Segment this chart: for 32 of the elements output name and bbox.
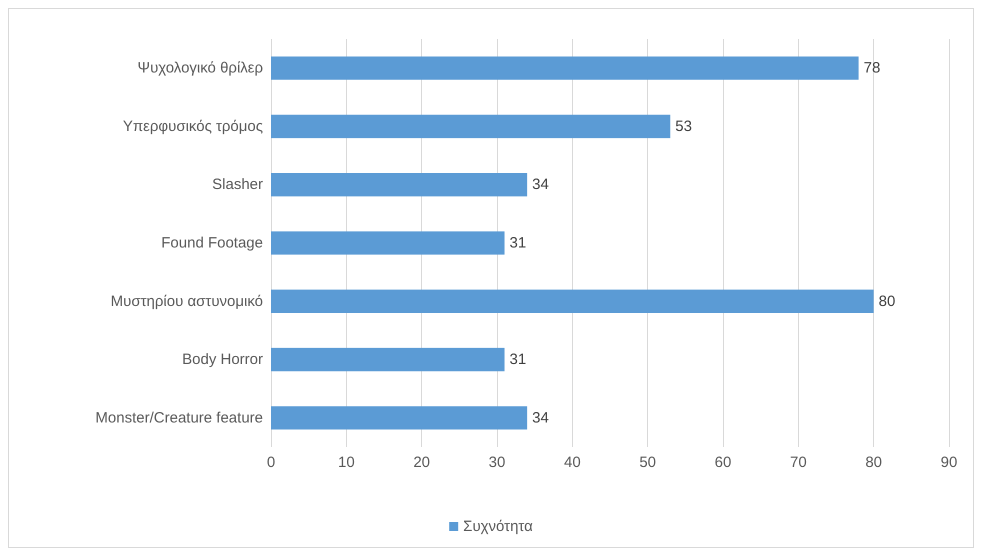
- x-tick-label: 80: [865, 454, 882, 471]
- x-tick-label: 70: [790, 454, 807, 471]
- y-tick-label: Found Footage: [161, 234, 263, 252]
- bar: [271, 231, 505, 255]
- y-tick-label: Ψυχολογικό θρίλερ: [138, 60, 263, 77]
- x-tick-label: 0: [266, 454, 276, 471]
- x-tick-label: 20: [413, 454, 430, 471]
- bar: [271, 114, 670, 138]
- bar: [271, 290, 874, 313]
- data-label: 80: [878, 292, 896, 310]
- y-tick-label: Slasher: [212, 176, 264, 194]
- x-tick-label: 10: [338, 454, 355, 471]
- y-tick-label: Υπερφυσικός τρόμος: [122, 118, 263, 135]
- data-label: 34: [532, 176, 549, 194]
- data-label: 31: [510, 234, 526, 252]
- data-label: 78: [864, 60, 880, 77]
- bar: [271, 406, 528, 430]
- y-tick-label: Monster/Creature feature: [95, 409, 263, 426]
- x-tick-label: 60: [714, 454, 732, 471]
- data-label: 34: [532, 409, 549, 426]
- y-tick-label: Μυστηρίου αστυνομικό: [110, 292, 263, 310]
- data-label: 53: [675, 118, 692, 135]
- legend-label: Συχνότητα: [463, 518, 534, 535]
- x-tick-label: 50: [639, 454, 656, 471]
- x-tick-label: 40: [564, 454, 581, 471]
- x-tick-label: 30: [488, 454, 506, 471]
- bar: [271, 173, 528, 196]
- bar: [271, 348, 505, 372]
- x-tick-label: 90: [940, 454, 958, 471]
- y-tick-label: Body Horror: [182, 351, 264, 368]
- bar: [271, 56, 859, 80]
- data-label: 31: [510, 351, 526, 368]
